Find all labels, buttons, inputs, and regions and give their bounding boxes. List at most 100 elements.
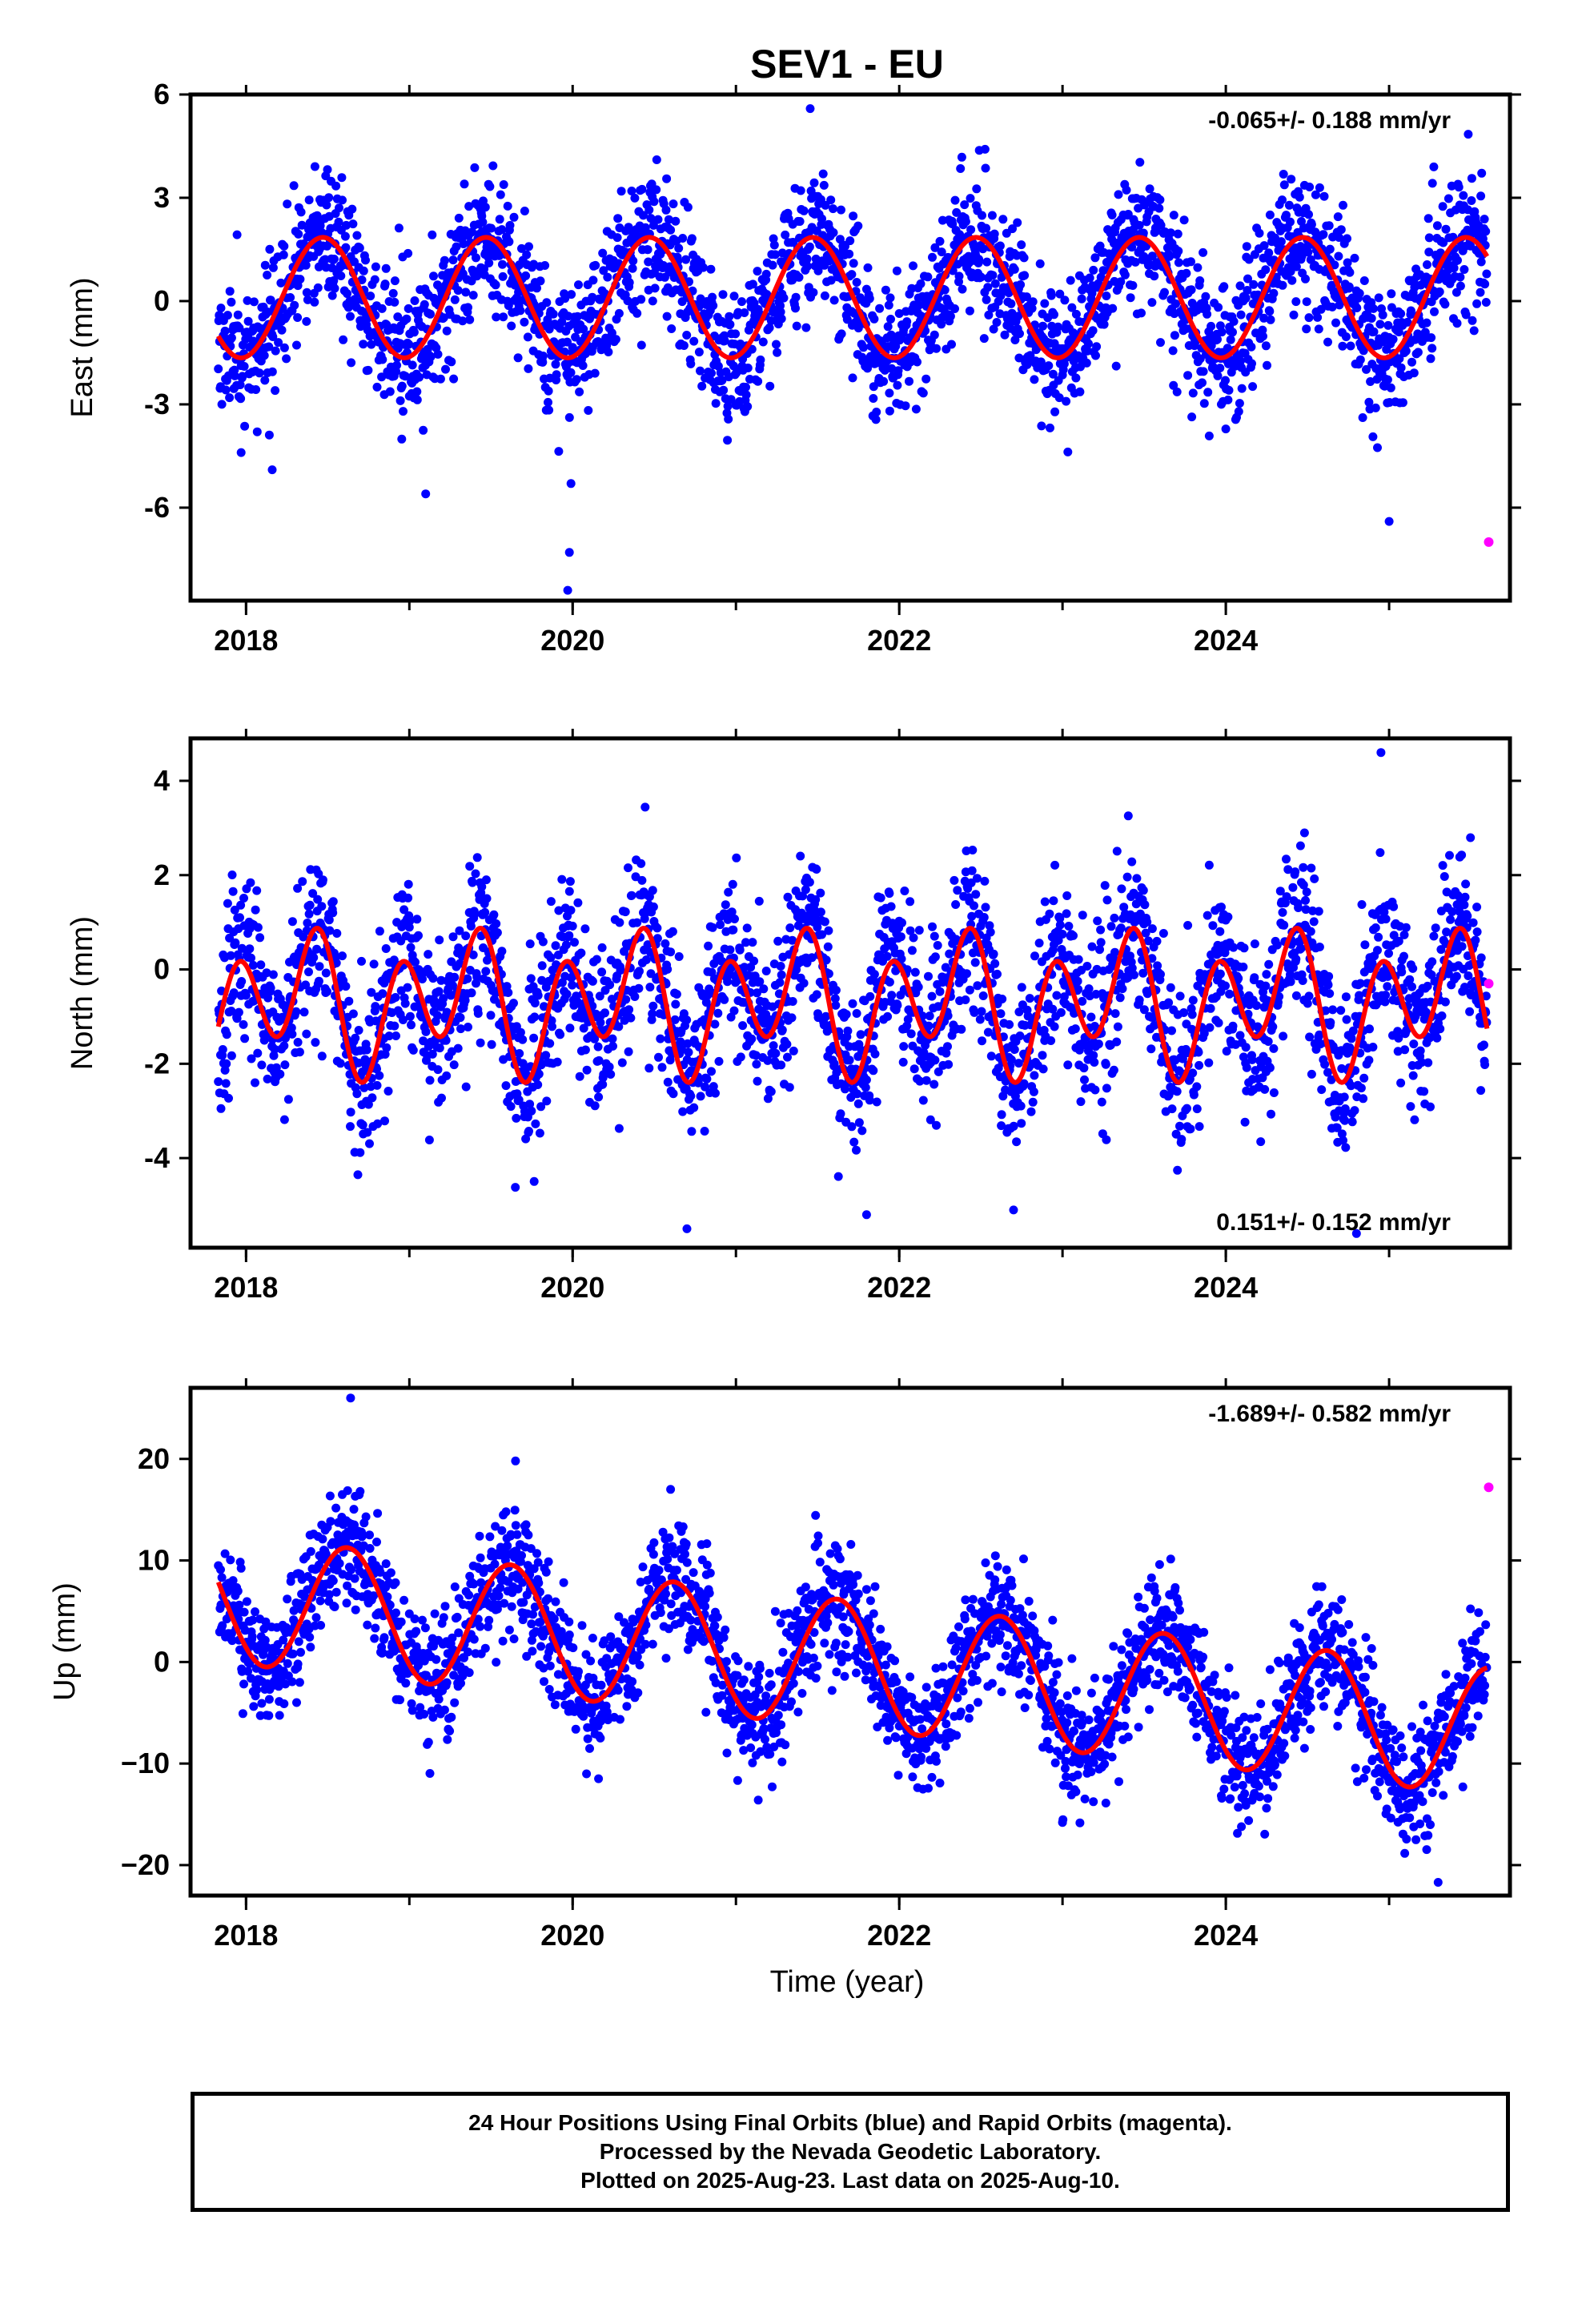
final-orbit-point <box>338 951 347 961</box>
final-orbit-point <box>1291 955 1301 964</box>
final-orbit-point <box>910 967 920 977</box>
final-orbit-point <box>472 253 480 263</box>
final-orbit-point <box>799 206 809 215</box>
final-orbit-point <box>773 936 783 946</box>
final-orbit-point <box>791 292 801 302</box>
final-orbit-point <box>1186 1124 1195 1134</box>
final-orbit-point <box>274 338 283 348</box>
final-orbit-point <box>947 340 956 349</box>
final-orbit-point <box>1249 279 1259 289</box>
final-orbit-point <box>1468 316 1477 325</box>
final-orbit-point <box>287 1029 297 1039</box>
final-orbit-point <box>217 400 227 409</box>
final-orbit-point <box>1046 291 1056 300</box>
final-orbit-point <box>1046 423 1054 432</box>
final-orbit-point <box>667 324 677 333</box>
final-orbit-point <box>1214 303 1223 312</box>
final-orbit-point <box>1063 1060 1073 1070</box>
final-orbit-point <box>286 293 295 302</box>
final-orbit-point <box>1203 309 1212 319</box>
final-orbit-point <box>492 928 502 938</box>
final-orbit-point <box>687 1127 697 1136</box>
final-orbit-point <box>708 923 717 932</box>
final-orbit-point <box>1187 412 1197 422</box>
final-orbit-point <box>776 962 785 971</box>
final-orbit-point <box>592 955 601 964</box>
final-orbit-point <box>377 304 387 313</box>
final-orbit-point <box>777 1060 786 1070</box>
final-orbit-point <box>315 962 324 971</box>
final-orbit-point <box>268 970 278 979</box>
final-orbit-point <box>309 953 319 963</box>
final-orbit-point <box>584 406 593 415</box>
final-orbit-point <box>1286 977 1295 987</box>
final-orbit-point <box>582 1065 592 1075</box>
final-orbit-point <box>1050 1022 1059 1031</box>
final-orbit-point <box>580 924 590 934</box>
final-orbit-point <box>624 1005 634 1015</box>
final-orbit-point <box>263 1074 272 1084</box>
final-orbit-point <box>1302 324 1311 334</box>
final-orbit-point <box>632 231 641 240</box>
final-orbit-point <box>301 260 311 270</box>
final-orbit-point <box>817 214 826 223</box>
final-orbit-point <box>678 1107 688 1116</box>
final-orbit-point <box>472 853 482 862</box>
final-orbit-point <box>896 932 905 942</box>
final-orbit-point <box>664 215 673 224</box>
final-orbit-point <box>1323 337 1332 347</box>
final-orbit-point <box>909 933 918 943</box>
final-orbit-point <box>907 946 917 955</box>
final-orbit-point <box>1044 361 1054 371</box>
final-orbit-point <box>599 266 608 275</box>
final-orbit-point <box>648 1009 657 1019</box>
final-orbit-point <box>1198 378 1207 388</box>
final-orbit-point <box>225 393 235 403</box>
final-orbit-point <box>1064 922 1074 931</box>
final-orbit-point <box>637 875 647 885</box>
final-orbit-point <box>875 304 885 313</box>
final-orbit-point <box>1082 962 1092 971</box>
final-orbit-point <box>702 1074 712 1084</box>
final-orbit-point <box>267 367 277 376</box>
final-orbit-point <box>220 326 230 336</box>
final-orbit-point <box>730 915 739 923</box>
final-orbit-point <box>1175 991 1185 1001</box>
final-orbit-point <box>979 334 989 344</box>
final-orbit-point <box>857 1126 867 1136</box>
final-orbit-point <box>1167 1104 1177 1114</box>
final-orbit-point <box>515 1049 524 1058</box>
final-orbit-point <box>1199 399 1209 408</box>
final-orbit-point <box>1077 294 1086 304</box>
final-orbit-point <box>544 405 554 415</box>
final-orbit-point <box>419 425 428 435</box>
final-orbit-point <box>724 887 733 897</box>
final-orbit-point <box>468 878 477 887</box>
final-orbit-point <box>829 296 839 305</box>
final-orbit-point <box>591 260 600 270</box>
final-orbit-point <box>449 1060 459 1070</box>
final-orbit-point <box>898 1057 908 1067</box>
final-orbit-point <box>792 321 801 331</box>
final-orbit-point <box>538 352 548 360</box>
final-orbit-point <box>310 162 319 171</box>
final-orbit-point <box>449 374 459 384</box>
final-orbit-point <box>605 980 615 990</box>
final-orbit-point <box>358 1120 367 1130</box>
final-orbit-point <box>925 1011 934 1021</box>
final-orbit-point <box>886 902 896 911</box>
final-orbit-point <box>1192 1104 1202 1114</box>
final-orbit-point <box>905 897 915 907</box>
final-orbit-point <box>696 366 705 376</box>
final-orbit-point <box>742 923 752 933</box>
final-orbit-point <box>1268 1022 1278 1031</box>
final-orbit-point <box>1160 287 1169 297</box>
final-orbit-point <box>1228 328 1237 337</box>
final-orbit-point <box>253 923 263 932</box>
final-orbit-point <box>816 907 825 917</box>
final-orbit-point <box>404 304 413 313</box>
final-orbit-point <box>1252 1001 1262 1011</box>
final-orbit-point <box>749 956 759 966</box>
final-orbit-point <box>1156 338 1165 348</box>
final-orbit-point <box>966 194 975 203</box>
